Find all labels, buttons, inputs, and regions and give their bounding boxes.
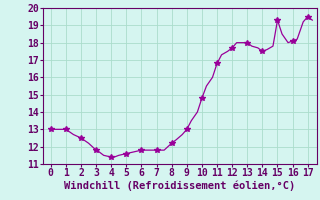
X-axis label: Windchill (Refroidissement éolien,°C): Windchill (Refroidissement éolien,°C): [64, 181, 296, 191]
